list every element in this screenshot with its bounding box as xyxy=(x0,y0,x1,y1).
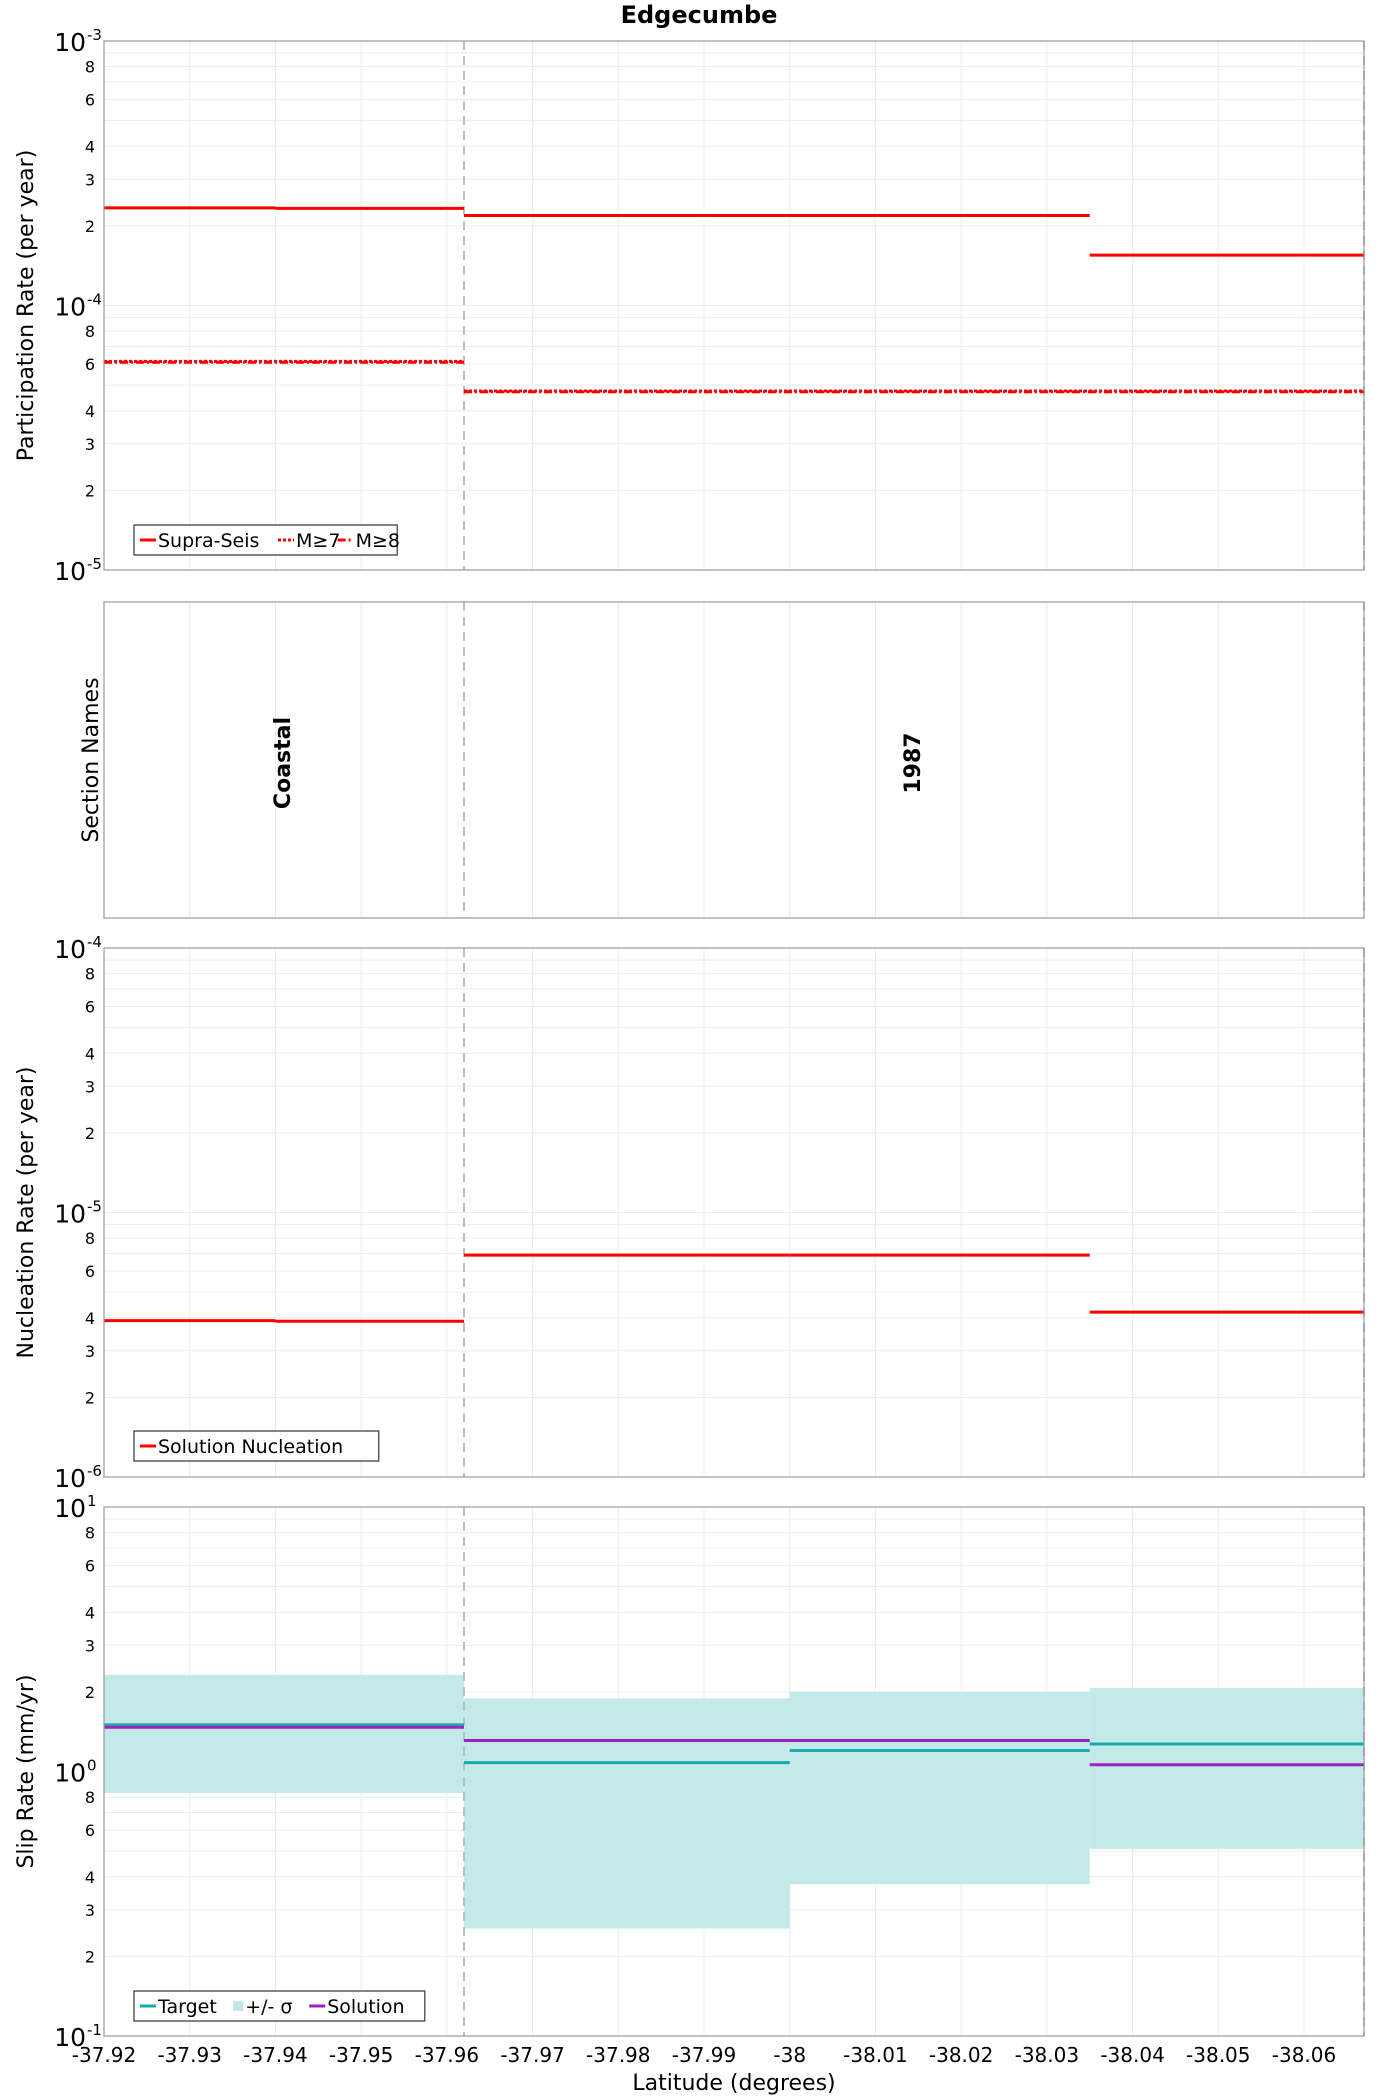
y-minor-tick-label: 3 xyxy=(85,1342,95,1361)
legend: Target +/- σ Solution xyxy=(133,1990,426,2022)
y-minor-tick-label: 4 xyxy=(85,1309,95,1328)
y-axis-title: Nucleation Rate (per year) xyxy=(14,1067,39,1359)
y-minor-tick-label: 2 xyxy=(85,1124,95,1143)
sigma-band xyxy=(104,1674,464,1793)
section-names-panel: Section Names Coastal 1987 xyxy=(79,601,1365,919)
y-minor-tick-label: 4 xyxy=(85,402,95,421)
plot-border xyxy=(103,601,1365,919)
y-minor-tick-label: 3 xyxy=(85,1636,95,1655)
y-tick-exponent: -6 xyxy=(87,1462,102,1480)
y-tick-label: 10 xyxy=(54,1200,86,1229)
sigma-band xyxy=(1089,1687,1364,1849)
x-tick-label: -38.03 xyxy=(1015,2043,1079,2067)
x-axis: -37.92 -37.93 -37.94 -37.95 -37.96 -37.97 -37.… xyxy=(72,2043,1336,2067)
y-minor-tick-label: 8 xyxy=(85,58,95,77)
y-tick-exponent: -4 xyxy=(87,933,102,951)
x-tick-label: -37.93 xyxy=(157,2043,221,2067)
plot-border xyxy=(103,40,1365,571)
y-tick-exponent: -4 xyxy=(87,291,102,309)
x-tick-label: -38.01 xyxy=(843,2043,907,2067)
legend-label: Target xyxy=(157,1996,217,2018)
y-minor-tick-label: 4 xyxy=(85,137,95,156)
y-minor-tick-label: 6 xyxy=(85,1262,95,1281)
x-tick-label: -38.05 xyxy=(1186,2043,1250,2067)
y-minor-tick-label: 2 xyxy=(85,481,95,500)
legend-label: +/- σ xyxy=(245,1996,292,2018)
y-minor-tick-label: 4 xyxy=(85,1603,95,1622)
y-axis-title: Participation Rate (per year) xyxy=(14,150,39,462)
y-minor-tick-label: 6 xyxy=(85,355,95,374)
y-minor-tick-label: 8 xyxy=(85,965,95,984)
y-tick-exponent: 0 xyxy=(87,1757,97,1775)
y-minor-tick-label: 8 xyxy=(85,1229,95,1248)
y-tick-exponent: -5 xyxy=(87,555,102,573)
y-minor-tick-label: 3 xyxy=(85,435,95,454)
x-tick-label: -37.97 xyxy=(500,2043,564,2067)
x-tick-label: -37.95 xyxy=(329,2043,393,2067)
x-tick-label: -38 xyxy=(773,2043,806,2067)
legend-box xyxy=(133,524,398,556)
y-axis-title: Slip Rate (mm/yr) xyxy=(14,1674,39,1868)
x-tick-label: -37.99 xyxy=(672,2043,736,2067)
x-axis-title: Latitude (degrees) xyxy=(632,2071,835,2096)
x-tick-label: -37.94 xyxy=(243,2043,307,2067)
legend-box xyxy=(133,1990,426,2022)
section-name-label: 1987 xyxy=(901,732,926,793)
chart-title: Edgecumbe xyxy=(621,1,778,29)
legend-swatch xyxy=(233,2001,244,2011)
y-tick-exponent: 1 xyxy=(87,1492,97,1510)
y-minor-tick-label: 8 xyxy=(85,322,95,341)
y-minor-tick-label: 2 xyxy=(85,1683,95,1702)
x-tick-label: -37.96 xyxy=(415,2043,479,2067)
y-minor-tick-label: 3 xyxy=(85,170,95,189)
y-minor-tick-label: 2 xyxy=(85,1947,95,1966)
x-tick-label: -37.92 xyxy=(72,2043,136,2067)
y-minor-tick-label: 4 xyxy=(85,1868,95,1887)
y-minor-tick-label: 6 xyxy=(85,1557,95,1576)
y-tick-exponent: -3 xyxy=(87,26,102,44)
y-tick-label: 10 xyxy=(54,1464,86,1493)
plot-border xyxy=(103,947,1365,1478)
y-minor-tick-label: 2 xyxy=(85,217,95,236)
legend-box xyxy=(133,1430,380,1462)
x-tick-label: -38.06 xyxy=(1272,2043,1336,2067)
y-tick-label: 10 xyxy=(54,1759,86,1788)
y-minor-tick-label: 3 xyxy=(85,1901,95,1920)
sigma-band xyxy=(789,1691,1090,1885)
y-tick-label: 10 xyxy=(54,2023,86,2052)
legend: Supra-Seis M≥7 M≥8 xyxy=(133,524,400,556)
x-tick-label: -38.02 xyxy=(929,2043,993,2067)
legend-label: Solution xyxy=(327,1996,404,2018)
y-minor-tick-label: 4 xyxy=(85,1044,95,1063)
y-minor-tick-label: 6 xyxy=(85,998,95,1017)
y-tick-label: 10 xyxy=(54,293,86,322)
x-tick-label: -38.04 xyxy=(1100,2043,1164,2067)
x-tick-label: -37.98 xyxy=(586,2043,650,2067)
y-minor-tick-label: 8 xyxy=(85,1524,95,1543)
y-tick-label: 10 xyxy=(54,935,86,964)
legend-label: Solution Nucleation xyxy=(158,1436,343,1458)
y-minor-tick-label: 8 xyxy=(85,1788,95,1807)
plot-border xyxy=(103,1506,1365,2037)
y-minor-tick-label: 6 xyxy=(85,91,95,110)
legend-label: Supra-Seis xyxy=(158,530,259,552)
sigma-band xyxy=(464,1698,790,1929)
legend-label: M≥8 xyxy=(356,530,400,552)
y-tick-label: 10 xyxy=(54,557,86,586)
section-name-label: Coastal xyxy=(271,717,296,809)
legend-label: M≥7 xyxy=(296,530,340,552)
y-tick-exponent: -5 xyxy=(87,1198,102,1216)
y-minor-tick-label: 3 xyxy=(85,1077,95,1096)
y-tick-label: 10 xyxy=(54,1494,86,1523)
y-minor-tick-label: 2 xyxy=(85,1388,95,1407)
legend: Solution Nucleation xyxy=(133,1430,380,1462)
y-tick-label: 10 xyxy=(54,28,86,57)
y-axis-title: Section Names xyxy=(79,677,104,842)
y-tick-exponent: -1 xyxy=(87,2021,102,2039)
y-minor-tick-label: 6 xyxy=(85,1821,95,1840)
